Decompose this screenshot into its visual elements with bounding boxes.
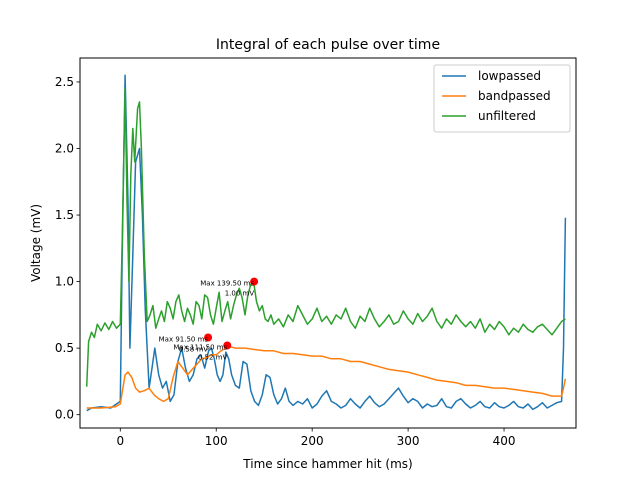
plot-frame [79, 57, 577, 429]
y-tick-label: 2.0 [55, 142, 74, 156]
annotation-layer: Max 139.50 ms 1.00 mV Max 91.50 ms 0.58 mVM… [159, 277, 259, 361]
y-tick-label: 1.0 [55, 275, 74, 289]
y-axis-title: Voltage (mV) [29, 204, 43, 282]
max-annotation-label: 1.00 mV [225, 290, 255, 298]
max-annotation-label: Max 111.50 ms [173, 343, 227, 351]
max-marker [204, 333, 213, 342]
y-tick-label: 0.0 [55, 408, 74, 422]
x-tick-label: 0 [116, 434, 124, 448]
legend-box [433, 64, 571, 133]
x-tick-label: 200 [301, 434, 324, 448]
x-tick-label: 300 [397, 434, 420, 448]
series-layer [85, 74, 567, 412]
x-axis: 0 100 200 300 400 [116, 428, 515, 448]
x-tick-label: 100 [205, 434, 228, 448]
chart-title: Integral of each pulse over time [216, 37, 440, 53]
series-line-bandpassed [86, 346, 567, 409]
series-line-lowpassed [86, 74, 567, 412]
max-marker [250, 277, 259, 286]
max-annotation-label: Max 91.50 ms [159, 335, 209, 343]
y-tick-label: 2.5 [55, 75, 74, 89]
max-annotation-label: Max 139.50 ms [200, 280, 254, 288]
legend-label-bandpassed: bandpassed [478, 89, 551, 103]
y-tick-label: 0.5 [55, 341, 74, 355]
y-axis: 0.0 0.5 1.0 1.5 2.0 2.5 [55, 75, 80, 422]
series-line-unfiltered [85, 87, 566, 387]
y-tick-label: 1.5 [55, 208, 74, 222]
max-annotation-label: 0.52 mV [198, 353, 228, 361]
max-annotation-label: 0.58 mV [179, 345, 209, 353]
max-marker [223, 341, 232, 350]
x-axis-title: Time since hammer hit (ms) [242, 457, 412, 471]
x-tick-label: 400 [493, 434, 516, 448]
legend: lowpassed bandpassed unfiltered [433, 64, 571, 133]
legend-label-lowpassed: lowpassed [478, 69, 541, 83]
legend-label-unfiltered: unfiltered [478, 109, 536, 123]
